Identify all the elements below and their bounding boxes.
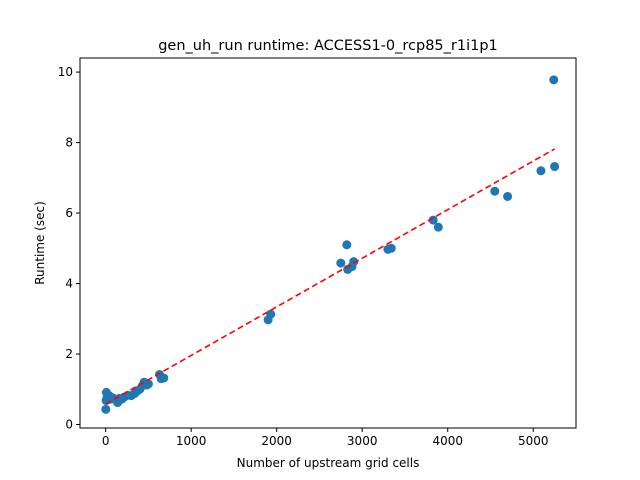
y-tick-label-10: 10 [58, 65, 73, 79]
x-tick-label-2000: 2000 [261, 434, 292, 448]
x-tick-label-3000: 3000 [347, 434, 378, 448]
x-tick-label-4000: 4000 [432, 434, 463, 448]
data-point-34 [386, 243, 396, 253]
y-tick-label-0: 0 [65, 417, 73, 431]
data-point-0 [101, 404, 111, 414]
data-point-36 [433, 222, 443, 232]
chart-title: gen_uh_run runtime: ACCESS1-0_rcp85_r1i1… [158, 38, 498, 54]
data-point-37 [490, 186, 500, 196]
y-tick-label-4: 4 [65, 277, 73, 291]
fit-line [105, 148, 556, 405]
data-point-39 [536, 166, 546, 176]
data-point-40 [549, 75, 559, 85]
data-point-29 [342, 240, 352, 250]
axis-ticks: 0 1000 2000 3000 4000 5000 0 2 4 6 8 10 [58, 65, 549, 448]
y-axis-label: Runtime (sec) [33, 201, 47, 285]
data-point-38 [503, 191, 513, 201]
data-point-22 [143, 379, 153, 389]
y-tick-label-2: 2 [65, 347, 73, 361]
y-tick-label-8: 8 [65, 136, 73, 150]
data-point-27 [266, 309, 276, 319]
x-tick-label-1000: 1000 [176, 434, 207, 448]
x-tick-label-0: 0 [102, 434, 110, 448]
x-axis-label: Number of upstream grid cells [237, 456, 420, 470]
x-tick-label-5000: 5000 [518, 434, 549, 448]
y-tick-label-6: 6 [65, 206, 73, 220]
data-point-32 [349, 257, 359, 267]
data-point-25 [159, 373, 169, 383]
data-point-35 [428, 215, 438, 225]
data-point-41 [550, 162, 560, 172]
plot-area [101, 75, 560, 414]
data-point-28 [336, 258, 346, 268]
axes-frame [79, 57, 577, 429]
